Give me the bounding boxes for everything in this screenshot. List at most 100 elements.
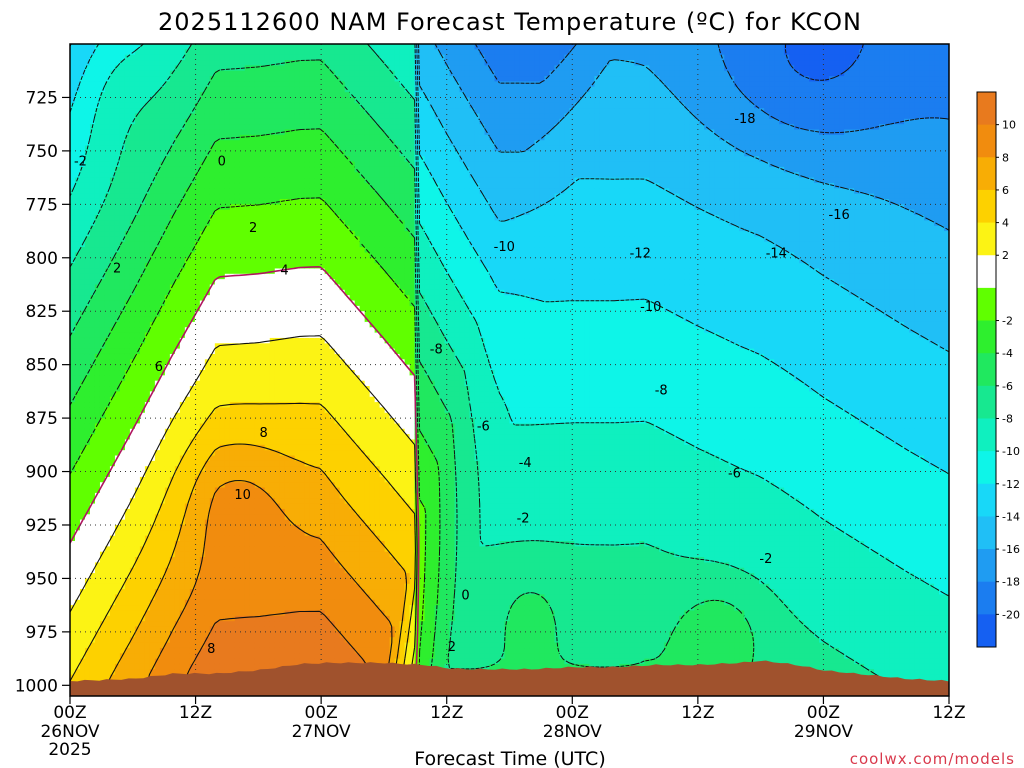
temperature-cell: [159, 444, 166, 451]
temperature-cell: [84, 658, 91, 665]
temperature-cell: [79, 423, 86, 430]
temperature-cell: [189, 70, 196, 77]
temperature-cell: [124, 124, 131, 131]
temperature-cell: [89, 263, 96, 270]
temperature-cell: [94, 466, 101, 473]
temperature-cell: [204, 241, 211, 248]
temperature-cell: [229, 642, 236, 649]
temperature-cell: [84, 166, 91, 173]
temperature-cell: [179, 514, 186, 521]
temperature-cell: [84, 316, 91, 323]
temperature-cell: [159, 161, 166, 168]
temperature-cell: [269, 348, 276, 355]
temperature-cell: [84, 81, 91, 88]
temperature-cell: [214, 589, 221, 596]
temperature-cell: [239, 268, 246, 275]
temperature-cell: [214, 54, 221, 61]
temperature-cell: [159, 391, 166, 398]
temperature-cell: [199, 508, 206, 515]
temperature-cell: [129, 257, 136, 264]
temperature-cell: [254, 370, 261, 376]
temperature-cell: [134, 359, 141, 366]
temperature-cell: [99, 182, 106, 189]
temperature-cell: [174, 108, 181, 115]
temperature-cell: [159, 642, 166, 649]
temperature-cell: [109, 359, 116, 366]
temperature-cell: [214, 524, 221, 531]
temperature-cell: [214, 498, 221, 505]
temperature-cell: [89, 150, 96, 157]
temperature-cell: [94, 204, 101, 211]
temperature-cell: [234, 284, 241, 291]
temperature-cell: [184, 471, 191, 478]
temperature-cell: [194, 166, 201, 173]
temperature-cell: [104, 145, 111, 152]
temperature-cell: [149, 321, 156, 328]
temperature-cell: [169, 337, 176, 344]
temperature-cell: [214, 391, 221, 398]
temperature-cell: [164, 663, 171, 670]
temperature-cell: [254, 49, 261, 56]
temperature-cell: [134, 476, 141, 483]
temperature-cell: [209, 508, 216, 515]
temperature-cell: [144, 359, 151, 366]
temperature-cell: [229, 289, 236, 296]
temperature-cell: [144, 637, 151, 644]
temperature-cell: [229, 482, 236, 489]
temperature-cell: [269, 209, 276, 216]
temperature-cell: [109, 327, 116, 334]
temperature-cell: [84, 172, 91, 179]
temperature-cell: [139, 166, 146, 173]
temperature-cell: [79, 589, 86, 596]
temperature-cell: [259, 434, 266, 441]
temperature-cell: [254, 108, 261, 115]
temperature-cell: [264, 204, 271, 211]
temperature-cell: [74, 439, 81, 446]
temperature-cell: [164, 220, 171, 227]
temperature-cell: [254, 124, 261, 131]
temperature-cell: [209, 594, 216, 601]
temperature-cell: [254, 546, 261, 553]
temperature-cell: [174, 332, 181, 339]
temperature-cell: [109, 49, 116, 56]
temperature-cell: [194, 466, 201, 473]
temperature-cell: [209, 391, 216, 398]
temperature-cell: [214, 631, 221, 638]
temperature-cell: [79, 407, 86, 414]
temperature-cell: [124, 599, 131, 606]
temperature-cell: [269, 182, 276, 189]
temperature-cell: [189, 81, 196, 88]
temperature-cell: [79, 466, 86, 473]
temperature-cell: [249, 386, 256, 392]
temperature-cell: [189, 412, 196, 419]
temperature-cell: [154, 60, 161, 66]
temperature-cell: [249, 364, 256, 371]
temperature-cell: [234, 220, 241, 227]
temperature-cell: [164, 476, 171, 483]
temperature-cell: [229, 594, 236, 601]
temperature-cell: [119, 460, 126, 467]
temperature-cell: [89, 610, 96, 617]
temperature-cell: [199, 524, 206, 531]
temperature-cell: [104, 311, 111, 318]
temperature-cell: [109, 76, 116, 83]
temperature-cell: [129, 642, 136, 649]
temperature-cell: [164, 573, 171, 580]
temperature-cell: [214, 305, 221, 312]
temperature-cell: [269, 70, 276, 77]
temperature-cell: [234, 471, 241, 478]
temperature-cell: [214, 402, 221, 409]
temperature-cell: [269, 97, 276, 104]
temperature-cell: [194, 231, 201, 237]
temperature-cell: [174, 567, 181, 574]
temperature-cell: [214, 583, 221, 590]
temperature-cell: [259, 370, 266, 376]
temperature-cell: [154, 594, 161, 601]
temperature-cell: [164, 177, 171, 184]
temperature-cell: [239, 284, 246, 291]
temperature-cell: [159, 353, 166, 360]
temperature-cell: [179, 241, 186, 248]
temperature-cell: [124, 578, 131, 585]
temperature-cell: [224, 631, 231, 638]
temperature-cell: [239, 578, 246, 585]
